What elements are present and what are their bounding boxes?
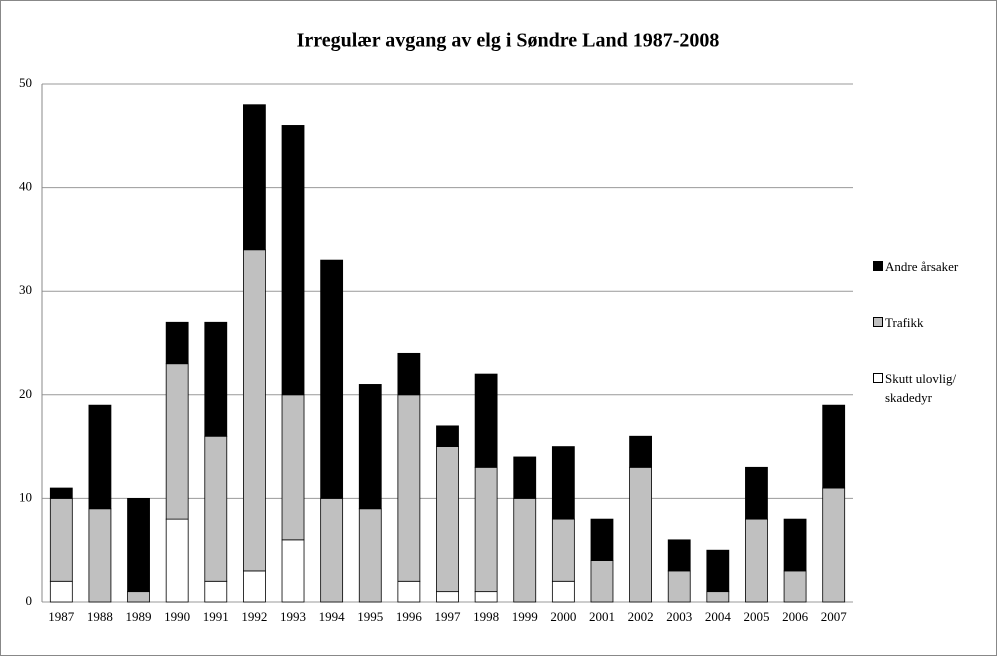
legend-item: Skutt ulovlig/ skadedyr	[873, 369, 993, 407]
bar-segment	[745, 466, 768, 520]
bar-segment	[49, 487, 73, 499]
bar-segment	[204, 580, 228, 603]
bar-segment	[49, 497, 73, 582]
x-tick-label: 1995	[357, 609, 383, 624]
bar-segment	[667, 539, 691, 572]
bar-segment	[667, 570, 691, 603]
legend-item: Andre årsaker	[873, 257, 993, 276]
legend-swatch	[873, 261, 883, 271]
x-tick-label: 2001	[589, 609, 615, 624]
x-tick-label: 1990	[164, 609, 190, 624]
bar-segment	[474, 373, 498, 468]
bar-segment	[822, 404, 846, 489]
y-tick-label: 50	[19, 75, 32, 90]
x-tick-label: 1992	[241, 609, 267, 624]
x-tick-label: 1994	[319, 609, 346, 624]
bar-segment	[281, 125, 305, 396]
x-tick-label: 1999	[512, 609, 538, 624]
bar-segment	[590, 560, 614, 603]
legend-swatch	[873, 373, 883, 383]
y-tick-label: 30	[19, 282, 32, 297]
bar-segment	[204, 321, 228, 437]
bar-segment	[551, 446, 575, 520]
bar-segment	[281, 539, 305, 603]
bar-segment	[706, 591, 730, 603]
x-tick-label: 1996	[396, 609, 423, 624]
bar-segment	[783, 518, 807, 572]
bar-segment	[706, 549, 730, 593]
bar-segment	[436, 425, 459, 448]
bar-segment	[822, 487, 846, 603]
bar-segment	[127, 591, 150, 603]
x-tick-label: 2000	[550, 609, 576, 624]
bar-segment	[474, 591, 498, 603]
bar-segment	[513, 456, 537, 499]
bar-segment	[551, 580, 575, 603]
chart-title: Irregulær avgang av elg i Søndre Land 19…	[297, 30, 720, 52]
y-tick-label: 20	[19, 386, 32, 401]
bar-segment	[474, 466, 498, 593]
bar-segment	[243, 249, 266, 572]
legend-swatch	[873, 317, 883, 327]
legend-label: Andre årsaker	[885, 259, 959, 274]
x-tick-label: 1998	[473, 609, 499, 624]
legend-item: Trafikk	[873, 313, 993, 332]
bar-segment	[551, 518, 575, 582]
bar-segment	[397, 394, 421, 582]
bar-segment	[88, 508, 112, 603]
legend-label: Skutt ulovlig/ skadedyr	[885, 371, 957, 405]
x-tick-label: 2004	[705, 609, 732, 624]
legend-label: Trafikk	[885, 315, 924, 330]
bar-segment	[320, 259, 344, 499]
x-tick-label: 1987	[48, 609, 75, 624]
bar-segment	[165, 518, 189, 603]
bar-segment	[127, 497, 150, 593]
bar-segment	[590, 518, 614, 561]
x-tick-label: 1993	[280, 609, 306, 624]
bar-segment	[397, 580, 421, 603]
bar-segment	[436, 591, 459, 603]
bar-segment	[745, 518, 768, 603]
bar-segment	[397, 352, 421, 396]
bar-segment	[358, 384, 382, 510]
bar-segment	[243, 104, 266, 251]
x-tick-label: 1991	[203, 609, 229, 624]
x-tick-label: 2005	[743, 609, 769, 624]
x-tick-label: 2007	[821, 609, 848, 624]
bar-segment	[436, 446, 459, 593]
bar-segment	[49, 580, 73, 603]
y-tick-label: 40	[19, 179, 32, 194]
x-tick-label: 1989	[126, 609, 152, 624]
y-tick-label: 0	[26, 593, 33, 608]
bar-segment	[88, 404, 112, 510]
bar-segment	[281, 394, 305, 541]
bar-segment	[320, 497, 344, 603]
bar-segment	[204, 435, 228, 582]
bar-segment	[165, 363, 189, 520]
y-tick-label: 10	[19, 489, 32, 504]
x-tick-label: 1997	[435, 609, 462, 624]
bar-segment	[513, 497, 537, 603]
bar-segment	[358, 508, 382, 603]
bar-segment	[165, 321, 189, 365]
bar-segment	[629, 435, 652, 468]
bar-segment	[629, 466, 652, 603]
bar-segment	[243, 570, 266, 603]
bar-segment	[783, 570, 807, 603]
x-tick-label: 2002	[628, 609, 654, 624]
x-tick-label: 2003	[666, 609, 692, 624]
x-tick-label: 2006	[782, 609, 809, 624]
x-tick-label: 1988	[87, 609, 113, 624]
